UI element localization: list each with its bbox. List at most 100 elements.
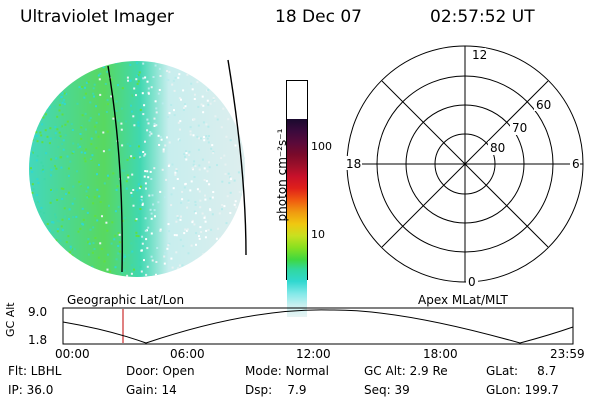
image-speckle — [41, 123, 44, 126]
image-speckle — [62, 187, 65, 190]
image-speckle — [55, 239, 58, 242]
image-speckle — [36, 201, 39, 204]
image-speckle — [200, 103, 203, 106]
image-speckle — [210, 147, 213, 150]
image-speckle — [143, 175, 146, 178]
image-speckle — [50, 158, 53, 161]
strip-ytick-9: 9.0 — [28, 305, 48, 319]
image-speckle — [126, 76, 129, 79]
image-speckle — [99, 93, 102, 96]
image-speckle — [45, 152, 48, 155]
image-speckle — [99, 242, 102, 245]
image-speckle — [39, 210, 42, 213]
image-speckle — [92, 92, 95, 95]
image-speckle — [206, 170, 209, 173]
image-speckle — [122, 169, 125, 172]
image-speckle — [233, 179, 236, 182]
image-speckle — [99, 201, 102, 203]
image-speckle — [133, 157, 136, 159]
image-speckle — [168, 230, 171, 233]
image-speckle — [133, 177, 136, 180]
image-speckle — [184, 155, 186, 158]
image-speckle — [191, 88, 194, 91]
image-speckle — [114, 234, 117, 237]
image-speckle — [131, 194, 134, 197]
image-speckle — [205, 135, 208, 138]
image-speckle — [135, 94, 137, 97]
image-speckle — [56, 115, 59, 118]
image-speckle — [96, 173, 98, 176]
image-speckle — [84, 128, 87, 131]
image-speckle — [64, 134, 67, 137]
image-speckle — [180, 98, 182, 101]
image-speckle — [129, 79, 132, 82]
image-speckle — [225, 135, 228, 138]
image-speckle — [186, 73, 189, 76]
image-speckle — [84, 152, 87, 154]
image-speckle — [94, 237, 97, 239]
image-speckle — [60, 96, 63, 98]
image-speckle — [51, 200, 54, 203]
image-speckle — [221, 208, 223, 211]
image-speckle — [127, 254, 130, 257]
image-speckle — [77, 143, 80, 146]
image-speckle — [85, 190, 88, 193]
image-speckle — [207, 103, 210, 106]
image-speckle — [58, 104, 61, 107]
image-speckle — [123, 253, 126, 256]
image-speckle — [172, 187, 175, 190]
image-speckle — [52, 221, 55, 224]
image-speckle — [214, 115, 217, 118]
image-speckle — [40, 161, 43, 164]
image-speckle — [154, 64, 157, 67]
image-speckle — [137, 183, 140, 186]
image-speckle — [68, 218, 70, 220]
image-speckle — [192, 118, 195, 121]
image-speckle — [71, 152, 74, 155]
image-speckle — [187, 199, 190, 202]
image-speckle — [92, 202, 95, 205]
image-speckle — [177, 121, 180, 124]
colorbar-tick-10: 10 — [311, 228, 325, 241]
image-speckle — [110, 95, 113, 98]
image-speckle — [115, 188, 118, 191]
image-date: 18 Dec 07 — [275, 7, 362, 27]
image-speckle — [152, 203, 155, 206]
image-speckle — [146, 265, 149, 268]
strip-axis-label: GC Alt — [4, 302, 17, 337]
image-speckle — [81, 114, 84, 117]
image-speckle — [55, 157, 58, 160]
image-speckle — [178, 264, 181, 267]
image-speckle — [62, 100, 65, 103]
image-speckle — [191, 167, 194, 170]
image-speckle — [167, 165, 170, 167]
image-speckle — [184, 103, 186, 106]
image-speckle — [49, 127, 52, 130]
image-speckle — [138, 110, 141, 113]
image-speckle — [88, 119, 91, 122]
image-speckle — [221, 204, 224, 206]
image-speckle — [43, 178, 46, 181]
image-speckle — [189, 126, 192, 129]
image-speckle — [190, 244, 193, 247]
image-speckle — [129, 156, 132, 159]
image-speckle — [78, 86, 81, 89]
geographic-longitude-line — [107, 65, 123, 273]
image-speckle — [120, 107, 123, 110]
image-speckle — [173, 89, 176, 92]
image-speckle — [150, 232, 153, 235]
image-speckle — [135, 218, 138, 221]
image-speckle — [80, 137, 83, 140]
image-speckle — [141, 92, 144, 95]
image-speckle — [173, 114, 176, 117]
image-speckle — [79, 145, 82, 148]
image-speckle — [77, 146, 80, 149]
image-speckle — [56, 228, 59, 231]
image-speckle — [234, 144, 237, 147]
image-speckle — [79, 133, 82, 135]
image-speckle — [121, 87, 124, 90]
image-speckle — [71, 254, 74, 257]
image-speckle — [108, 204, 110, 207]
image-speckle — [65, 193, 67, 195]
